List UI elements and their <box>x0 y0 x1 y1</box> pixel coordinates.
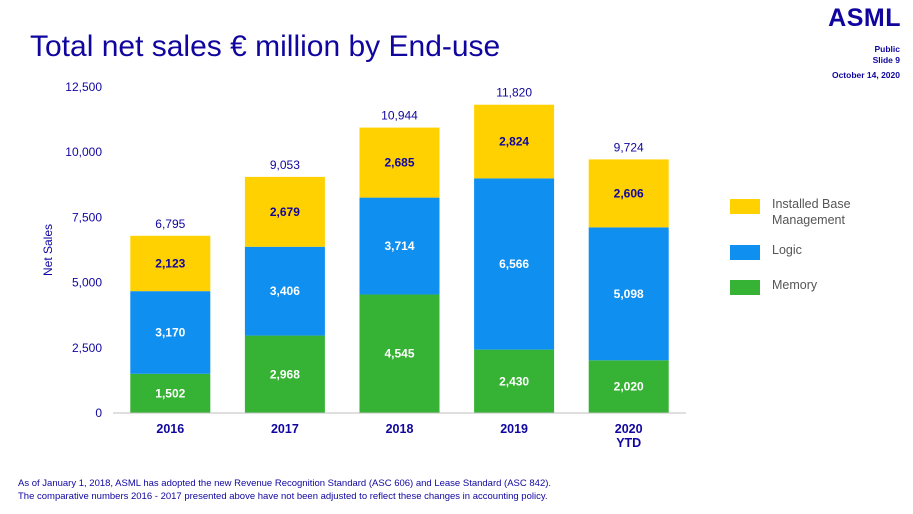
footnote-2: The comparative numbers 2016 - 2017 pres… <box>18 491 548 502</box>
bar-segment <box>130 291 211 374</box>
bar-value-label: 2,968 <box>270 367 300 381</box>
bar-segment <box>244 176 325 247</box>
presentation-date: October 14, 2020 <box>831 70 900 80</box>
bar-value-label: 2,685 <box>384 156 414 170</box>
x-category-label: 2019 <box>500 422 528 436</box>
bar-value-label: 2,020 <box>614 380 644 394</box>
bar-value-label: 5,098 <box>614 287 644 301</box>
bar-total-label: 10,944 <box>381 109 418 123</box>
asml-logo: ASML <box>828 4 901 32</box>
bar-value-label: 2,430 <box>499 374 529 388</box>
bar-value-label: 3,406 <box>270 284 300 298</box>
bar-value-label: 2,123 <box>155 256 185 270</box>
bar-value-label: 3,714 <box>384 239 414 253</box>
page-title: Total net sales € million by End-use <box>30 30 501 63</box>
legend-swatch-installed-base <box>730 199 760 214</box>
legend-item-memory: Memory <box>730 277 882 295</box>
y-tick-label: 12,500 <box>65 80 102 94</box>
bar-total-label: 6,795 <box>155 217 185 231</box>
classification-label: Public <box>874 44 900 54</box>
y-axis-title: Net Sales <box>41 224 55 276</box>
bar-segment <box>359 127 440 198</box>
bar-total-label: 9,724 <box>614 140 644 154</box>
legend-item-installed-base: Installed Base Management <box>730 196 882 228</box>
bar-segment <box>359 294 440 413</box>
bar-value-label: 2,824 <box>499 135 529 149</box>
y-tick-label: 10,000 <box>65 145 102 159</box>
slide-number: Slide 9 <box>872 55 900 65</box>
bar-value-label: 1,502 <box>155 386 185 400</box>
bar-segment <box>588 227 669 361</box>
bar-value-label: 6,566 <box>499 257 529 271</box>
bar-value-label: 2,679 <box>270 205 300 219</box>
legend-item-logic: Logic <box>730 242 882 260</box>
bar-segment <box>130 235 211 292</box>
bar-segment <box>474 178 555 350</box>
bar-total-label: 11,820 <box>496 86 532 100</box>
bar-segment <box>244 246 325 336</box>
y-tick-label: 5,000 <box>72 276 102 290</box>
legend-swatch-memory <box>730 280 760 295</box>
legend-swatch-logic <box>730 245 760 260</box>
y-tick-label: 0 <box>95 406 102 420</box>
bar-segment <box>244 335 325 413</box>
legend-label-logic: Logic <box>772 243 802 257</box>
bar-segment <box>588 360 669 413</box>
bar-value-label: 3,170 <box>155 325 185 339</box>
y-axis: 0 2,500 5,000 7,500 10,000 12,500 Net Sales <box>41 80 102 420</box>
bar-segment <box>588 159 669 228</box>
y-tick-label: 2,500 <box>72 341 102 355</box>
bar-value-label: 2,606 <box>614 186 644 200</box>
bars-group: 1,502 3,170 2,123 6,795 2,968 3,406 2,679 9,053… <box>130 86 669 413</box>
bar-segment <box>130 373 211 413</box>
footnote-1: As of January 1, 2018, ASML has adopted … <box>18 478 552 489</box>
bar-segment <box>359 197 440 295</box>
bar-segment <box>474 104 555 179</box>
x-axis: 2016 2017 2018 2019 2020 YTD <box>113 412 686 450</box>
legend-label-installed-base: Installed Base Management <box>772 197 851 227</box>
bar-value-label: 4,545 <box>384 347 414 361</box>
x-category-label: 2016 <box>156 422 184 436</box>
bar-segment <box>474 349 555 413</box>
y-tick-label: 7,500 <box>72 210 102 224</box>
x-category-label: 2020 YTD <box>615 422 643 450</box>
x-category-label: 2018 <box>386 422 414 436</box>
x-category-label: 2017 <box>271 422 299 436</box>
bar-total-label: 9,053 <box>270 158 300 172</box>
legend-label-memory: Memory <box>772 278 818 292</box>
